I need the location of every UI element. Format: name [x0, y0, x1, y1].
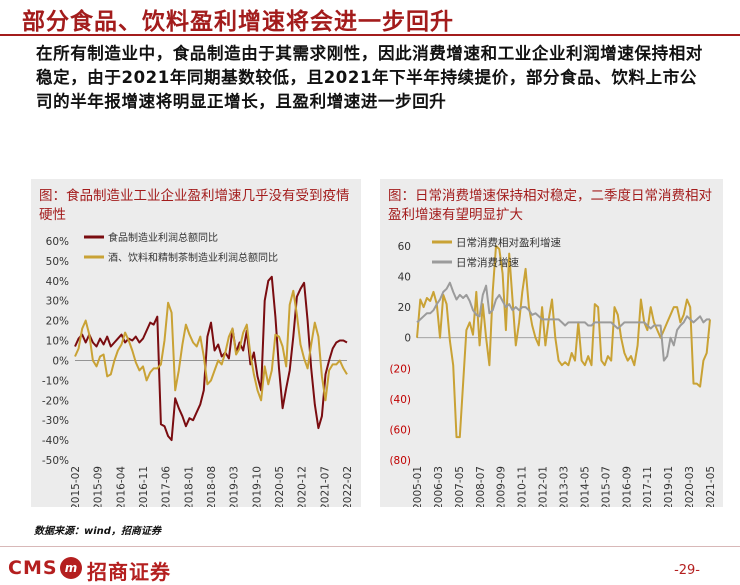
x-tick-label: 2016-11 — [138, 466, 150, 507]
y-tick-label: 40% — [46, 276, 69, 288]
series-line-1 — [74, 289, 348, 402]
page-title: 部分食品、饮料盈利增速将会进一步回升 — [22, 9, 454, 35]
x-tick-label: 2015-02 — [70, 466, 82, 507]
x-tick-label: 2008-07 — [475, 466, 487, 507]
x-tick-label: 2016-09 — [621, 466, 633, 507]
legend-label: 酒、饮料和精制茶制造业利润总额同比 — [108, 251, 278, 264]
y-tick-label: 40 — [398, 272, 411, 284]
chart-food-profit: -50% -40% -30% -20% -10% 0% 10% 20% 30% 40% 50% 60%… — [42, 231, 354, 510]
chart-panel-food-profit: 图：食品制造业工业企业盈利增速几乎没有受到疫情硬性 -50% -40% -30% -2… — [31, 179, 361, 510]
y-tick-label: -20% — [42, 395, 69, 407]
y-tick-label: (40) — [389, 394, 411, 406]
x-tick-label: 2010-11 — [517, 466, 529, 507]
intro-paragraph: 在所有制造业中，食品制造由于其需求刚性，因此消费增速和工业企业利润增速保持相对稳… — [36, 44, 703, 111]
chart-title-consumer: 图：日常消费增速保持相对稳定，二季度日常消费相对盈利增速有望明显扩大 — [388, 188, 712, 223]
x-tick-label: 2014-05 — [579, 466, 591, 507]
x-tick-label: 2005-01 — [412, 466, 424, 507]
chart-consumer: (80) (60) (40) (20) 0 20 40 60 2005-01 2006-03 200… — [389, 236, 717, 510]
y-tick-label: -40% — [42, 435, 69, 447]
legend-label: 日常消费相对盈利增速 — [456, 236, 561, 249]
series-line-0 — [416, 245, 711, 439]
y-tick-label: 20 — [398, 302, 411, 314]
y-tick-label: 30% — [46, 296, 69, 308]
y-tick-label: -50% — [42, 455, 69, 467]
x-tick-label: 2021-05 — [705, 466, 717, 507]
x-tick-label: 2006-03 — [433, 466, 445, 507]
x-tick-label: 2018-08 — [206, 466, 218, 507]
x-tick-label: 2013-03 — [559, 466, 571, 507]
logo-mark-icon: m — [60, 557, 82, 579]
data-source-note: 数据来源：wind，招商证券 — [34, 526, 161, 537]
y-tick-label: 10% — [46, 336, 69, 348]
chart-panel-consumer: 图：日常消费增速保持相对稳定，二季度日常消费相对盈利增速有望明显扩大 (80)(… — [380, 179, 723, 510]
x-tick-label: 2012-01 — [538, 466, 550, 507]
page-number: -29- — [674, 563, 700, 578]
x-tick-label: 2015-09 — [93, 466, 105, 507]
x-tick-label: 2007-05 — [454, 466, 466, 507]
title-divider — [0, 34, 740, 36]
x-tick-label: 2020-12 — [297, 466, 309, 507]
y-tick-label: (80) — [389, 455, 411, 467]
x-tick-label: 2017-11 — [642, 466, 654, 507]
x-tick-label: 2017-06 — [161, 466, 173, 507]
y-tick-label: 0% — [52, 355, 69, 367]
x-tick-label: 2021-07 — [319, 466, 331, 507]
x-tick-label: 2019-10 — [251, 466, 263, 507]
logo-cms-text: CMS — [8, 557, 58, 579]
logo-cn-text: 招商证券 — [87, 560, 171, 584]
y-tick-label: (20) — [389, 363, 411, 375]
x-tick-label: 2020-03 — [684, 466, 696, 507]
y-tick-label: 0 — [404, 333, 411, 345]
x-tick-label: 2019-01 — [663, 466, 675, 507]
y-tick-label: 60 — [398, 241, 411, 253]
x-tick-label: 2018-01 — [183, 466, 195, 507]
legend-label: 食品制造业利润总额同比 — [108, 231, 218, 244]
legend-label: 日常消费增速 — [456, 256, 519, 269]
y-tick-label: 20% — [46, 316, 69, 328]
series-line-1 — [416, 281, 710, 362]
x-tick-label: 2020-05 — [274, 466, 286, 507]
x-tick-label: 2022-02 — [342, 466, 354, 507]
series-line-0 — [74, 275, 348, 442]
y-tick-label: (60) — [389, 424, 411, 436]
x-tick-label: 2015-07 — [600, 466, 612, 507]
chart-title-food-profit: 图：食品制造业工业企业盈利增速几乎没有受到疫情硬性 — [39, 188, 350, 223]
y-tick-label: 50% — [46, 256, 69, 268]
y-tick-label: 60% — [46, 236, 69, 248]
y-tick-label: -10% — [42, 375, 69, 387]
footer-divider — [0, 546, 740, 547]
x-tick-label: 2016-04 — [115, 466, 127, 507]
x-tick-label: 2019-03 — [229, 466, 241, 507]
x-tick-label: 2009-09 — [496, 466, 508, 507]
y-tick-label: -30% — [42, 415, 69, 427]
